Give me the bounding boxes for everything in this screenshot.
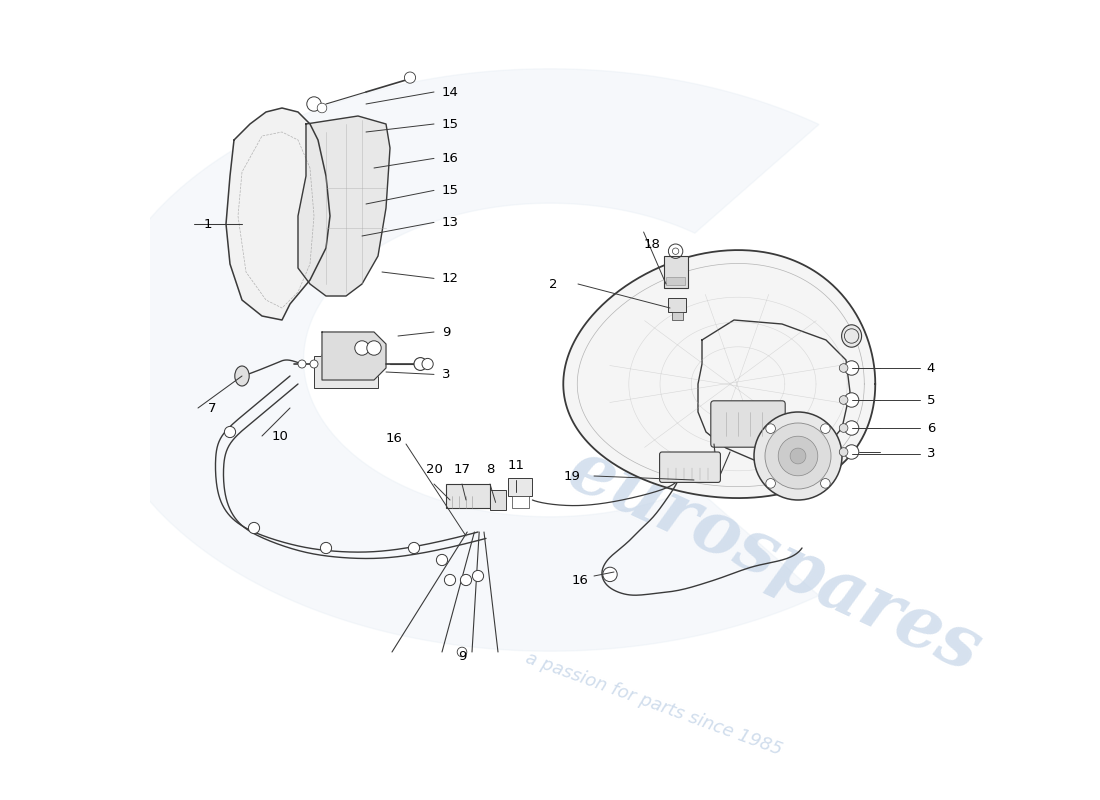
Circle shape (310, 360, 318, 368)
Text: 15: 15 (442, 184, 459, 197)
Circle shape (317, 103, 327, 113)
Text: 17: 17 (453, 463, 471, 476)
Circle shape (764, 423, 830, 489)
Text: 15: 15 (442, 118, 459, 130)
Circle shape (414, 358, 427, 370)
Circle shape (249, 522, 260, 534)
Circle shape (845, 445, 859, 459)
Circle shape (839, 364, 848, 372)
Bar (314, 356, 378, 388)
Text: 13: 13 (442, 216, 459, 229)
Bar (508, 478, 532, 496)
Bar (446, 484, 490, 508)
FancyBboxPatch shape (660, 452, 720, 482)
Circle shape (754, 412, 842, 500)
Polygon shape (698, 320, 850, 464)
Circle shape (845, 421, 859, 435)
Circle shape (778, 436, 817, 476)
Polygon shape (322, 332, 386, 380)
Circle shape (437, 554, 448, 566)
Text: 4: 4 (927, 362, 935, 374)
Bar (669, 298, 686, 312)
FancyBboxPatch shape (711, 401, 785, 447)
Polygon shape (226, 108, 330, 320)
Circle shape (790, 448, 806, 464)
Text: 16: 16 (442, 152, 459, 165)
Text: 5: 5 (927, 394, 935, 406)
Circle shape (444, 574, 455, 586)
Polygon shape (92, 69, 820, 651)
Text: 3: 3 (927, 447, 935, 460)
Circle shape (458, 647, 466, 657)
Circle shape (408, 542, 419, 554)
Text: 3: 3 (442, 368, 451, 381)
Text: a passion for parts since 1985: a passion for parts since 1985 (524, 649, 784, 759)
Circle shape (366, 341, 382, 355)
Text: 1: 1 (204, 218, 212, 230)
Circle shape (821, 478, 830, 488)
Circle shape (405, 72, 416, 83)
Text: 14: 14 (442, 86, 459, 98)
Text: 6: 6 (927, 422, 935, 434)
Circle shape (422, 358, 433, 370)
Circle shape (472, 570, 484, 582)
Circle shape (845, 361, 859, 375)
Text: 10: 10 (272, 430, 288, 442)
Circle shape (461, 574, 472, 586)
Circle shape (821, 424, 830, 434)
Ellipse shape (842, 325, 861, 347)
Text: eurospares: eurospares (557, 434, 992, 686)
Circle shape (298, 360, 306, 368)
Circle shape (839, 448, 848, 456)
Text: 16: 16 (385, 432, 402, 445)
Bar (490, 490, 506, 510)
Bar (666, 277, 685, 285)
Text: 12: 12 (442, 272, 459, 285)
Bar (512, 496, 529, 508)
Text: 9: 9 (458, 650, 466, 662)
Circle shape (224, 426, 235, 438)
Text: 11: 11 (508, 459, 525, 472)
Circle shape (839, 396, 848, 404)
Circle shape (839, 424, 848, 432)
Text: 2: 2 (550, 278, 558, 290)
Text: 8: 8 (486, 463, 494, 476)
Text: 16: 16 (572, 574, 588, 586)
Ellipse shape (328, 348, 364, 380)
Bar (663, 256, 688, 288)
Text: 7: 7 (208, 402, 216, 414)
Circle shape (355, 341, 370, 355)
Circle shape (766, 424, 775, 434)
Circle shape (766, 478, 775, 488)
Circle shape (320, 542, 331, 554)
Ellipse shape (234, 366, 250, 386)
Text: 18: 18 (644, 238, 660, 250)
Ellipse shape (320, 340, 372, 388)
Text: 9: 9 (442, 326, 450, 338)
Polygon shape (563, 250, 876, 498)
Polygon shape (298, 116, 390, 296)
Circle shape (307, 97, 321, 111)
Circle shape (845, 393, 859, 407)
Circle shape (603, 567, 617, 582)
Bar (672, 312, 683, 320)
Text: 19: 19 (563, 470, 581, 482)
Text: 20: 20 (426, 463, 442, 476)
